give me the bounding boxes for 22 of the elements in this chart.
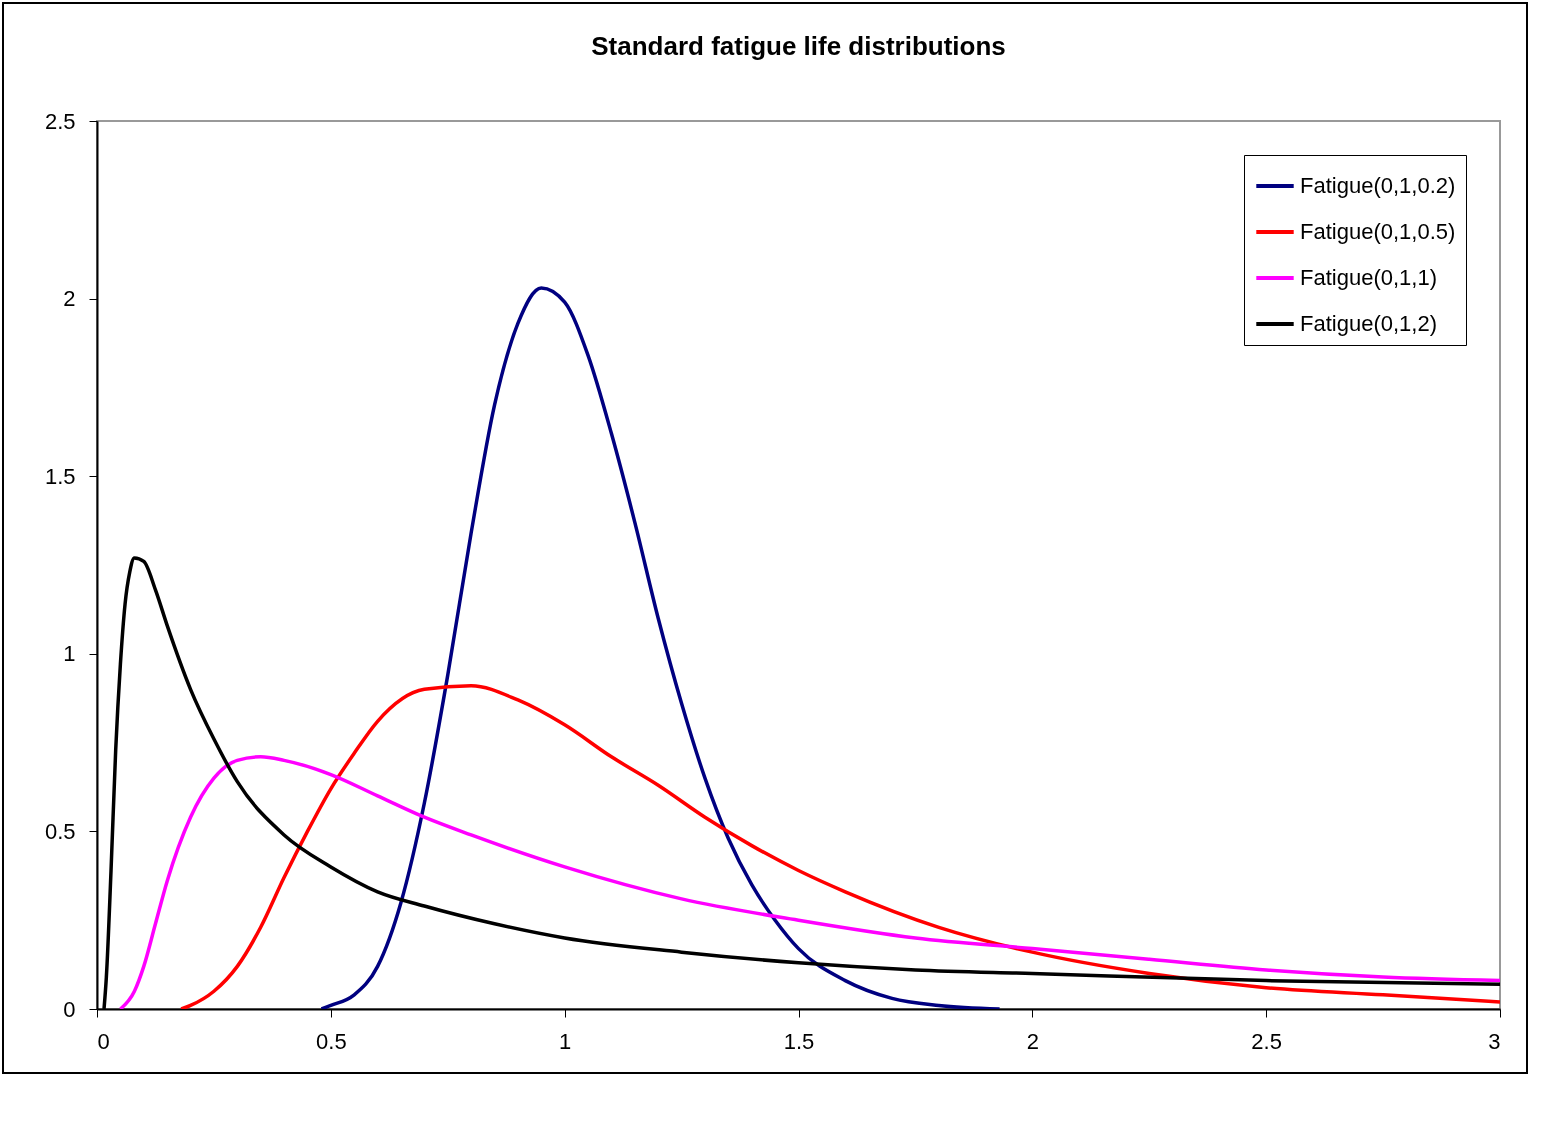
y-tick-label: 0.5: [44, 818, 76, 844]
legend-label: Fatigue(0,1,0.2): [1300, 173, 1456, 198]
line-series: [179, 684, 1500, 1009]
x-tick-label: 2: [1026, 1028, 1039, 1054]
legend-label: Fatigue(0,1,1): [1300, 265, 1437, 290]
y-tick-label: 2.5: [44, 108, 76, 134]
line-series: [319, 286, 1002, 1009]
x-tick-label: 2.5: [1251, 1028, 1282, 1054]
line-series: [118, 755, 1500, 1009]
x-tick-label: 0: [97, 1028, 110, 1054]
y-tick-label: 2: [63, 286, 76, 312]
x-tick-label: 0.5: [316, 1028, 347, 1054]
x-tick-label: 1.5: [783, 1028, 815, 1054]
legend-label: Fatigue(0,1,2): [1300, 311, 1437, 336]
x-tick-label: 3: [1488, 1028, 1501, 1054]
y-tick-label: 1: [63, 641, 76, 667]
y-tick-label: 1.5: [44, 463, 76, 489]
chart-title: Standard fatigue life distributions: [591, 31, 1006, 61]
x-tick-label: 1: [559, 1028, 572, 1054]
legend-label: Fatigue(0,1,0.5): [1300, 219, 1456, 244]
y-tick-label: 0: [63, 996, 76, 1022]
line-series: [102, 556, 1500, 1009]
